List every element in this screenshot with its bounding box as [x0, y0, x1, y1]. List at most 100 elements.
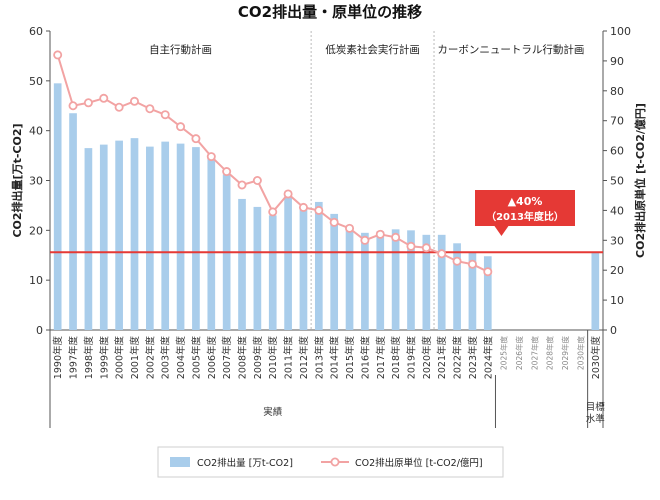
intensity-point: [360, 235, 370, 245]
right-tick-label: 10: [610, 294, 624, 307]
x-tick-label: 1997年度: [68, 336, 80, 380]
bar-2006年度: [207, 157, 216, 330]
legend: CO2排出量 [万t-CO2] CO2排出原単位 [t-CO2/億円]: [157, 446, 504, 478]
intensity-point: [83, 98, 93, 108]
labels-layer: 自主行動計画 低炭素社会実行計画 カーボンニュートラル行動計画 1990年度 1997年…: [52, 43, 605, 425]
intensity-point: [345, 223, 355, 233]
line-layer: [53, 50, 493, 277]
legend-line-marker: [330, 457, 340, 467]
x-tick-label: 2026年度: [514, 336, 524, 371]
intensity-point: [437, 249, 447, 259]
legend-bar-swatch: [170, 457, 190, 467]
bar-1990年度: [53, 83, 62, 330]
bar-2000年度: [115, 140, 123, 330]
annotation-layer: ▲40% （2013年度比）: [475, 190, 575, 236]
intensity-point: [176, 122, 186, 132]
x-tick-label: 2020年度: [421, 336, 433, 380]
bar-2017年度: [376, 231, 385, 330]
intensity-point: [329, 217, 339, 227]
x-tick-label: 1990年度: [52, 336, 64, 380]
x-tick-label: 2030年度: [590, 336, 602, 380]
intensity-point: [421, 243, 431, 253]
x-tick-label: 2025年度: [499, 336, 509, 371]
bar-2009年度: [253, 206, 262, 330]
x-tick-label: 2017年度: [375, 336, 387, 380]
bar-2010年度: [268, 215, 277, 330]
legend-line-label: CO2排出原単位 [t-CO2/億円]: [355, 457, 483, 469]
right-tick-label: 80: [610, 85, 624, 98]
left-tick-label: 0: [36, 324, 43, 337]
intensity-point: [191, 134, 201, 144]
intensity-point: [68, 101, 78, 111]
bar-2018年度: [391, 229, 400, 330]
bar-2013年度: [314, 201, 323, 330]
intensity-point: [268, 207, 278, 217]
x-tick-label: 2027年度: [529, 336, 539, 371]
bar-2030年度: [591, 252, 600, 330]
annotation-callout: [475, 190, 575, 236]
intensity-point: [252, 175, 262, 185]
bar-2023年度: [468, 252, 477, 330]
x-tick-label: 2003年度: [160, 336, 172, 380]
bar-2022年度: [453, 243, 461, 330]
right-tick-label: 0: [610, 324, 617, 337]
right-tick-label: 50: [610, 175, 624, 188]
left-tick-label: 50: [29, 75, 43, 88]
right-tick-label: 90: [610, 55, 624, 68]
bar-2011年度: [284, 195, 292, 330]
bar-2024年度: [483, 256, 492, 330]
x-tick-label: 2008年度: [237, 336, 249, 380]
y-axis-right-label: CO2排出原単位 [t-CO2/億円]: [633, 103, 647, 258]
intensity-point: [53, 50, 63, 60]
x-tick-label: 1999年度: [98, 336, 110, 380]
legend-bar-label: CO2排出量 [万t-CO2]: [197, 457, 293, 469]
bar-1998年度: [84, 148, 93, 330]
intensity-point: [406, 241, 416, 251]
bar-2005年度: [192, 147, 200, 330]
right-tick-label: 60: [610, 145, 624, 158]
x-tick-label: 2011年度: [283, 336, 295, 380]
x-tick-label: 2024年度: [482, 336, 494, 380]
intensity-point: [391, 232, 401, 242]
x-tick-label: 2028年度: [545, 336, 555, 371]
intensity-point: [114, 102, 124, 112]
x-tick-label: 2007年度: [221, 336, 233, 380]
intensity-point: [283, 189, 293, 199]
chart-title: CO2排出量・原単位の推移: [238, 3, 422, 21]
left-tick-label: 40: [29, 125, 43, 138]
x-tick-label: 2010年度: [267, 336, 279, 380]
bar-2004年度: [176, 143, 185, 330]
x-tick-label: 2001年度: [129, 336, 141, 380]
x-tick-label: 2005年度: [190, 336, 202, 380]
bar-2012年度: [299, 209, 308, 330]
intensity-point: [483, 267, 493, 277]
axes-layer: 0 10 20 30 40 50 60 0 10 20 30 40 50 60 70 80 90 100 CO2排出…: [10, 25, 647, 428]
x-tick-label: 2018年度: [390, 336, 402, 380]
group-label-actual: 実績: [263, 406, 283, 418]
x-tick-label: 2009年度: [252, 336, 264, 380]
right-tick-label: 40: [610, 204, 624, 217]
x-tick-label: 2022年度: [452, 336, 464, 380]
phase-label: カーボンニュートラル行動計画: [437, 43, 584, 56]
bar-1997年度: [69, 113, 77, 330]
bar-2014年度: [330, 213, 339, 330]
x-tick-label: 2029年度: [560, 336, 570, 371]
bar-2021年度: [437, 234, 446, 330]
bar-2020年度: [422, 234, 431, 330]
x-tick-label: 2012年度: [298, 336, 310, 380]
x-tick-label: 2021年度: [436, 336, 448, 380]
right-tick-label: 70: [610, 115, 624, 128]
right-tick-label: 20: [610, 264, 624, 277]
intensity-point: [222, 167, 232, 177]
bar-2008年度: [238, 198, 246, 330]
intensity-point: [237, 180, 247, 190]
intensity-point: [145, 104, 155, 114]
x-tick-label: 2016年度: [359, 336, 371, 380]
bar-2002年度: [146, 146, 154, 330]
intensity-point: [99, 93, 109, 103]
left-tick-label: 60: [29, 25, 43, 38]
intensity-point: [452, 256, 462, 266]
bar-2001年度: [130, 138, 139, 330]
right-tick-label: 30: [610, 234, 624, 247]
